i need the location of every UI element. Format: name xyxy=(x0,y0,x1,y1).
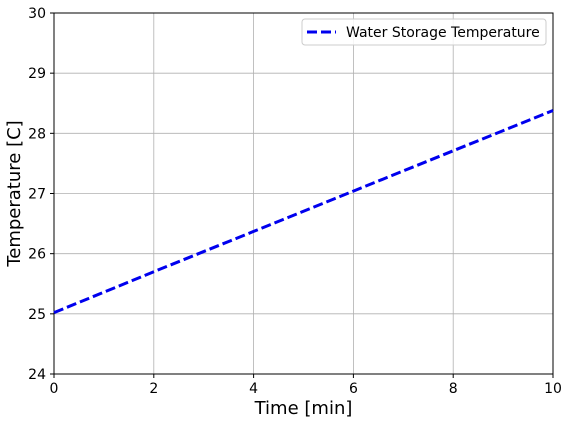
legend: Water Storage Temperature xyxy=(301,18,547,46)
x-tick-label: 4 xyxy=(249,381,258,397)
x-tick-label: 2 xyxy=(149,381,158,397)
y-tick-label: 30 xyxy=(28,6,46,22)
y-tick-label: 29 xyxy=(28,66,46,82)
x-axis: 0 2 4 6 8 10 xyxy=(50,374,562,397)
series-layer xyxy=(53,109,554,315)
grid xyxy=(53,12,554,375)
x-tick-label: 8 xyxy=(449,381,458,397)
y-tick-label: 24 xyxy=(28,367,46,383)
x-tick-label: 0 xyxy=(50,381,59,397)
x-tick-label: 6 xyxy=(349,381,358,397)
x-tick-label: 10 xyxy=(544,381,562,397)
x-axis-label: Time [min] xyxy=(254,398,353,419)
legend-box xyxy=(301,18,547,46)
y-tick-label: 26 xyxy=(28,247,46,263)
y-tick-label: 25 xyxy=(28,307,46,323)
y-axis-label: Temperature [C] xyxy=(4,120,25,267)
y-tick-label: 28 xyxy=(28,126,46,142)
y-axis: 24 25 26 27 28 29 30 xyxy=(28,6,54,383)
y-tick-label: 27 xyxy=(28,187,46,203)
series-line-0 xyxy=(53,109,554,315)
legend-entry-label: Water Storage Temperature xyxy=(346,25,540,41)
